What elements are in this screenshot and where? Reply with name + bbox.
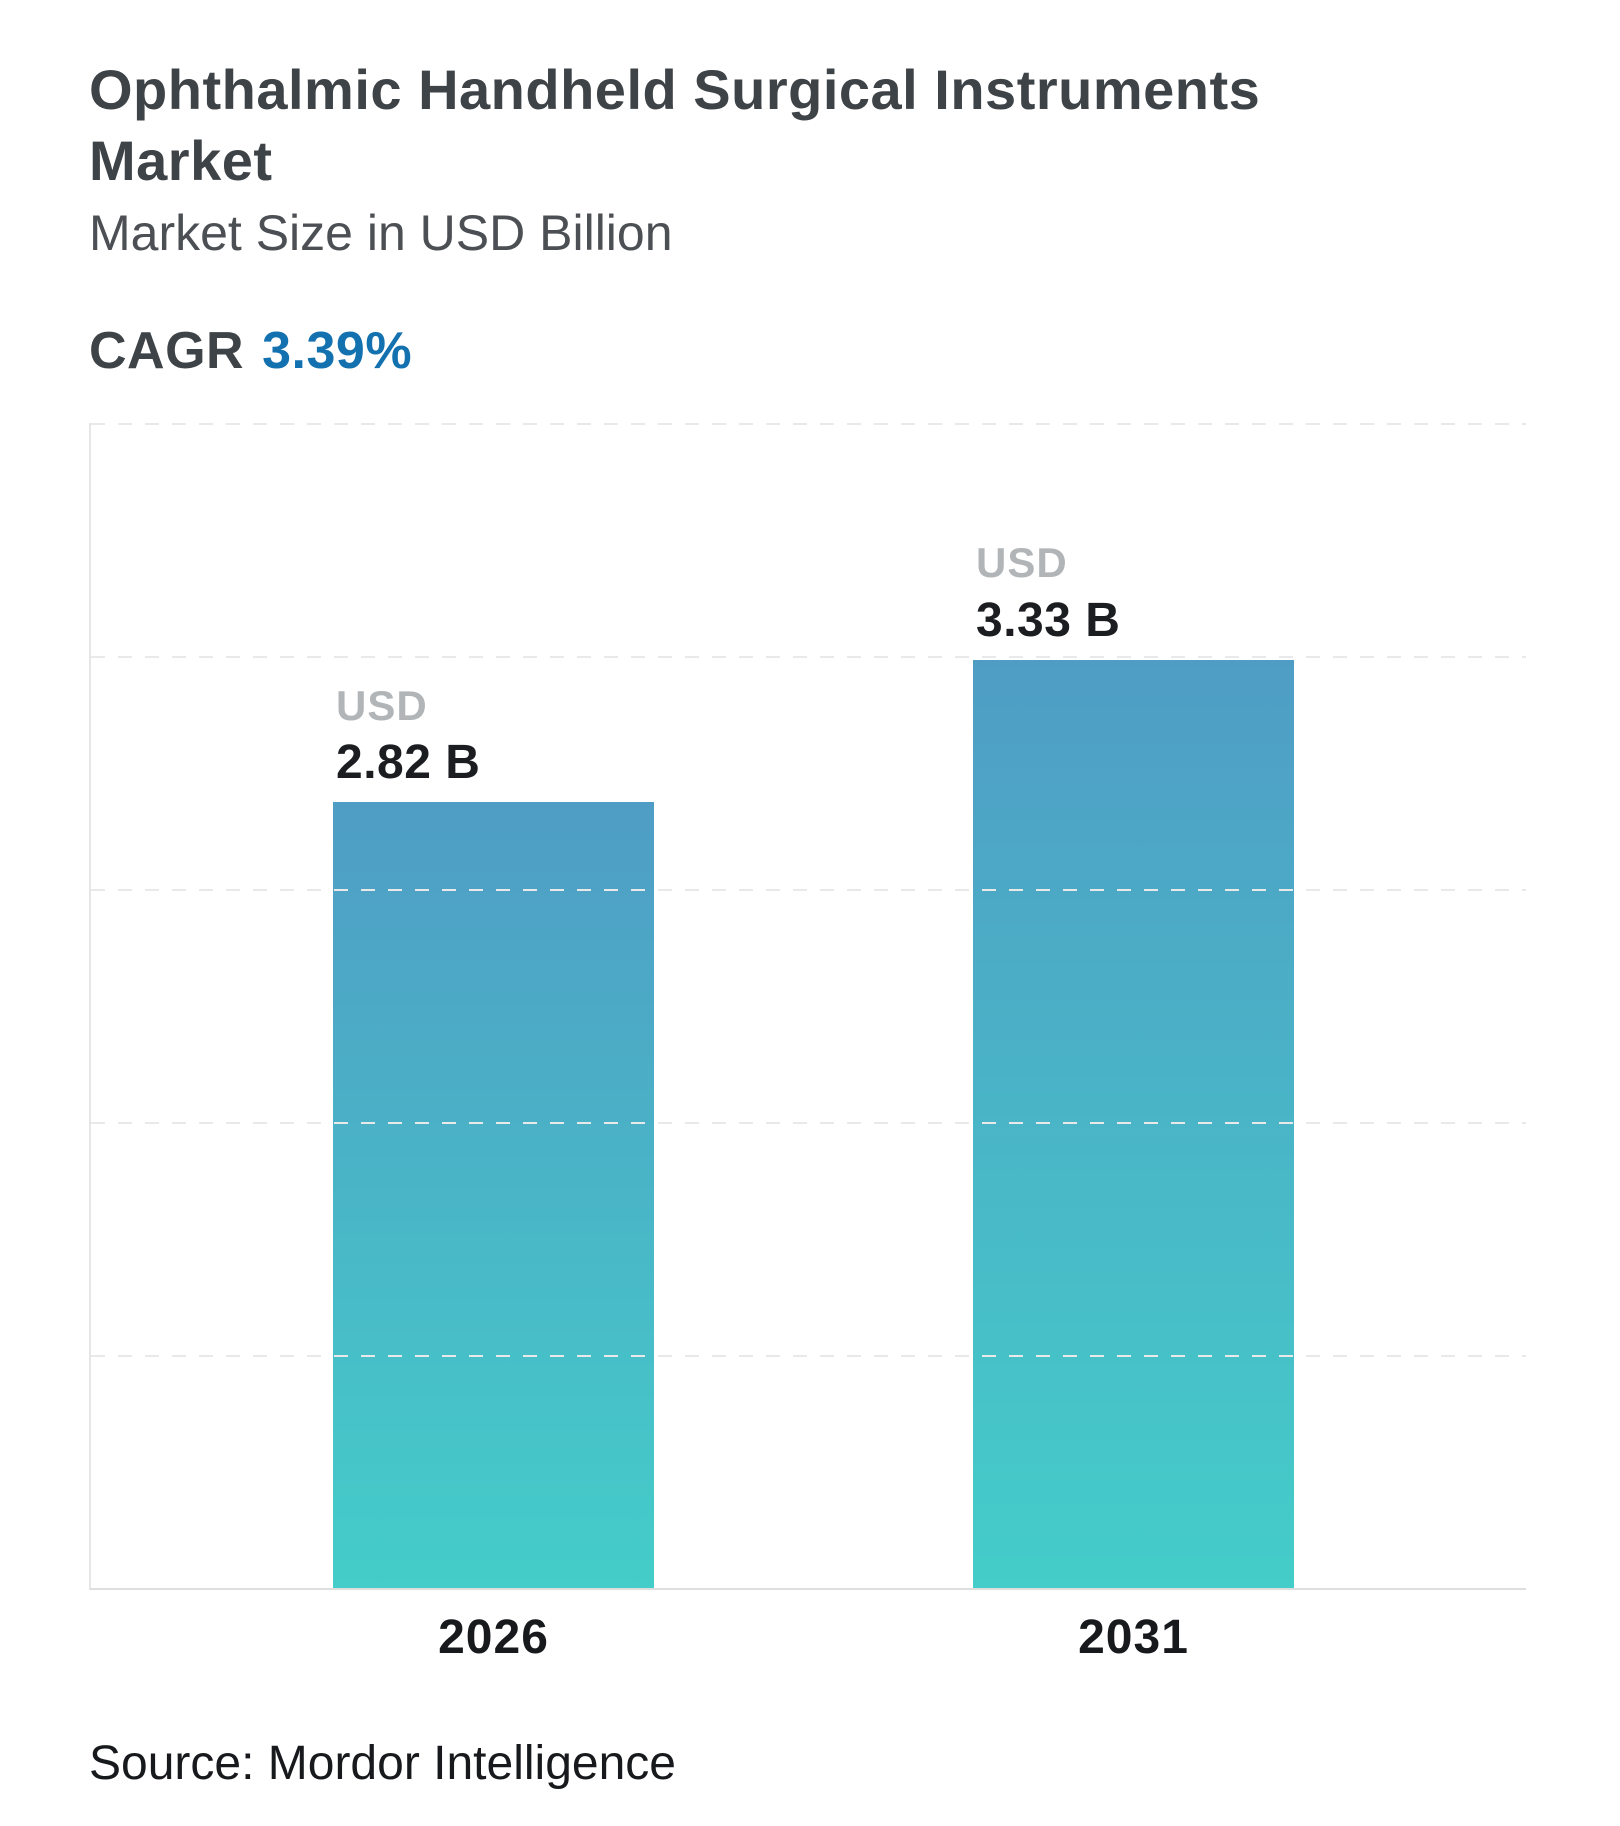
x-tick-2026: 2026: [438, 1611, 549, 1664]
bar-2031-currency: USD: [976, 539, 1068, 587]
gridline: [91, 1355, 1526, 1357]
bar-2031-label: USD 3.33 B: [976, 539, 1121, 647]
bar-2031-value: 3.33 B: [976, 593, 1121, 647]
bar-2026: USD 2.82 B: [333, 683, 654, 1588]
page-title: Ophthalmic Handheld Surgical Instruments…: [89, 58, 1261, 192]
plot-area: USD 2.82 B USD 3.33 B 2026 2031: [89, 423, 1526, 1664]
x-tick-2031: 2031: [1078, 1611, 1189, 1664]
gridline: [91, 423, 1526, 425]
cagr-label: CAGR: [89, 322, 245, 380]
gridline: [91, 1122, 1526, 1124]
chart-subtitle: Market Size in USD Billion: [89, 205, 673, 261]
chart-header: Ophthalmic Handheld Surgical Instruments…: [89, 54, 1549, 381]
bar-2026-fill: [333, 802, 654, 1588]
cagr-value: 3.39%: [262, 322, 413, 380]
bar-2026-value: 2.82 B: [336, 735, 481, 789]
gridline: [91, 889, 1526, 891]
bar-2026-label: USD 2.82 B: [336, 681, 481, 789]
gridline: [91, 656, 1526, 658]
cagr-row: CAGR 3.39%: [89, 321, 1549, 381]
bar-2026-currency: USD: [336, 681, 428, 729]
source-attribution: Source: Mordor Intelligence: [89, 1737, 676, 1790]
